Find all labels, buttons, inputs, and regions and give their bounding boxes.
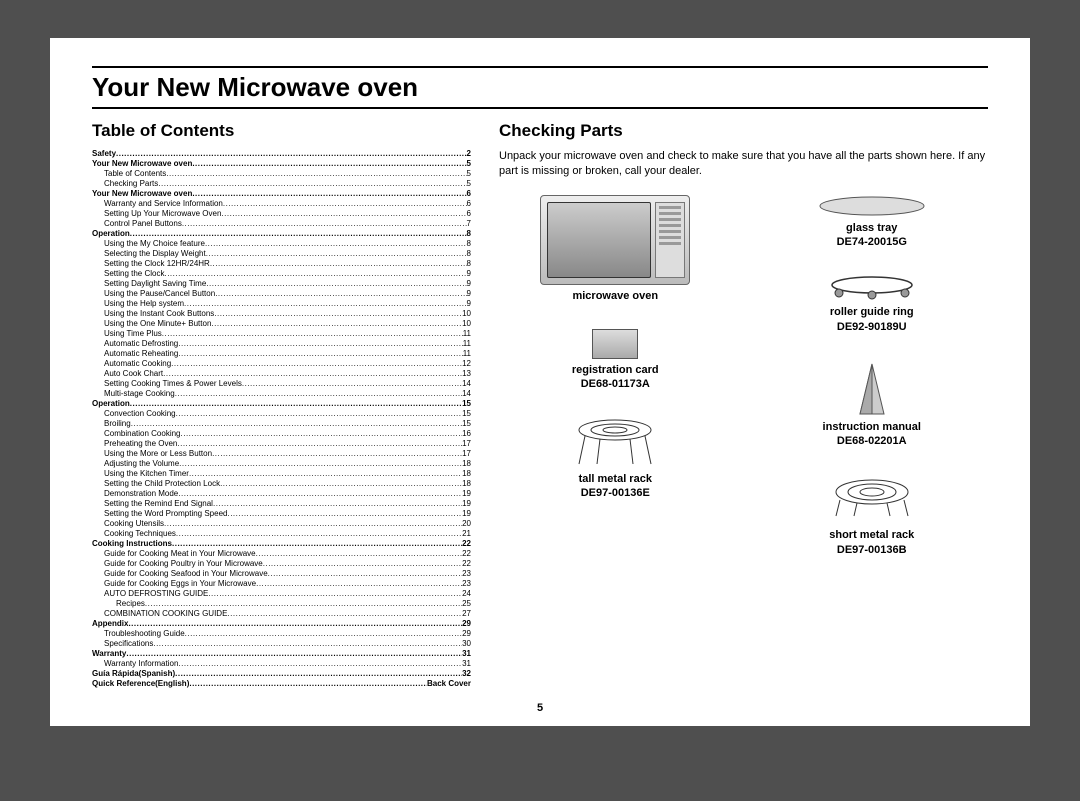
glass-tray-icon — [817, 195, 927, 217]
toc-row: Guide for Cooking Poultry in Your Microw… — [92, 559, 471, 569]
toc-row: Specifications30 — [92, 639, 471, 649]
toc-row: Broiling15 — [92, 419, 471, 429]
checking-parts-intro: Unpack your microwave oven and check to … — [499, 149, 988, 179]
part-microwave: microwave oven — [499, 195, 732, 303]
toc-row: Setting Cooking Times & Power Levels14 — [92, 379, 471, 389]
toc-row: Appendix29 — [92, 619, 471, 629]
parts-grid: microwave oven registration cardDE68-011… — [499, 195, 988, 583]
toc-row: Preheating the Oven17 — [92, 439, 471, 449]
part-glass-tray: glass trayDE74-20015G — [756, 195, 989, 250]
toc-row: Setting the Clock 12HR/24HR8 — [92, 259, 471, 269]
toc-row: Guide for Cooking Meat in Your Microwave… — [92, 549, 471, 559]
toc-row: Your New Microwave oven6 — [92, 189, 471, 199]
registration-card-icon — [592, 329, 638, 359]
toc-row: Using the Instant Cook Buttons10 — [92, 309, 471, 319]
page-title: Your New Microwave oven — [92, 72, 988, 103]
toc-row: Checking Parts5 — [92, 179, 471, 189]
toc-row: Operation8 — [92, 229, 471, 239]
toc-row: Control Panel Buttons7 — [92, 219, 471, 229]
glass-tray-label: glass trayDE74-20015G — [837, 221, 907, 250]
toc-row: Combination Cooking16 — [92, 429, 471, 439]
toc-row: Automatic Reheating11 — [92, 349, 471, 359]
toc-row: AUTO DEFROSTING GUIDE24 — [92, 589, 471, 599]
toc-row: Cooking Instructions22 — [92, 539, 471, 549]
toc-row: Your New Microwave oven5 — [92, 159, 471, 169]
toc-row: Guide for Cooking Eggs in Your Microwave… — [92, 579, 471, 589]
toc-row: Cooking Techniques21 — [92, 529, 471, 539]
toc-row: Adjusting the Volume18 — [92, 459, 471, 469]
toc-row: Automatic Defrosting11 — [92, 339, 471, 349]
toc-row: Using the Pause/Cancel Button9 — [92, 289, 471, 299]
toc-row: Multi-stage Cooking14 — [92, 389, 471, 399]
short-rack-label: short metal rackDE97-00136B — [829, 528, 914, 557]
part-instruction-manual: instruction manualDE68-02201A — [756, 360, 989, 449]
manual-icon — [850, 360, 894, 416]
roller-ring-label: roller guide ringDE92-90189U — [830, 305, 914, 334]
two-column-layout: Table of Contents Safety2Your New Microw… — [92, 121, 988, 689]
manual-page: Your New Microwave oven Table of Content… — [50, 38, 1030, 726]
part-tall-rack: tall metal rackDE97-00136E — [499, 418, 732, 501]
part-roller-ring: roller guide ringDE92-90189U — [756, 275, 989, 334]
toc-row: Setting Up Your Microwave Oven6 — [92, 209, 471, 219]
toc-row: Guide for Cooking Seafood in Your Microw… — [92, 569, 471, 579]
toc-row: Convection Cooking15 — [92, 409, 471, 419]
toc-row: Operation15 — [92, 399, 471, 409]
toc-row: Quick Reference(English)Back Cover — [92, 679, 471, 689]
toc-row: Automatic Cooking12 — [92, 359, 471, 369]
toc-heading: Table of Contents — [92, 121, 471, 141]
parts-right-col: glass trayDE74-20015G roller guide ringD… — [756, 195, 989, 583]
toc-row: Troubleshooting Guide29 — [92, 629, 471, 639]
left-column: Table of Contents Safety2Your New Microw… — [92, 121, 471, 689]
toc-row: Setting Daylight Saving Time9 — [92, 279, 471, 289]
toc-row: Recipes25 — [92, 599, 471, 609]
toc-row: Using the Kitchen Timer18 — [92, 469, 471, 479]
toc-row: Using the One Minute+ Button10 — [92, 319, 471, 329]
toc-row: Safety2 — [92, 149, 471, 159]
page-number: 5 — [50, 702, 1030, 714]
part-registration-card: registration cardDE68-01173A — [499, 329, 732, 392]
roller-ring-icon — [827, 275, 917, 301]
table-of-contents: Safety2Your New Microwave oven5Table of … — [92, 149, 471, 689]
title-underline — [92, 107, 988, 109]
tall-rack-icon — [575, 418, 655, 468]
toc-row: Selecting the Display Weight8 — [92, 249, 471, 259]
toc-row: Setting the Remind End Signal19 — [92, 499, 471, 509]
toc-row: Using the More or Less Button17 — [92, 449, 471, 459]
toc-row: Using Time Plus11 — [92, 329, 471, 339]
toc-row: Cooking Utensils20 — [92, 519, 471, 529]
checking-parts-heading: Checking Parts — [499, 121, 988, 141]
toc-row: Auto Cook Chart13 — [92, 369, 471, 379]
toc-row: Setting the Child Protection Lock18 — [92, 479, 471, 489]
toc-row: Warranty31 — [92, 649, 471, 659]
toc-row: COMBINATION COOKING GUIDE27 — [92, 609, 471, 619]
toc-row: Setting the Clock9 — [92, 269, 471, 279]
top-rule — [92, 66, 988, 68]
toc-row: Guía Rápida(Spanish)32 — [92, 669, 471, 679]
toc-row: Using the Help system9 — [92, 299, 471, 309]
parts-left-col: microwave oven registration cardDE68-011… — [499, 195, 732, 583]
toc-row: Warranty Information31 — [92, 659, 471, 669]
right-column: Checking Parts Unpack your microwave ove… — [499, 121, 988, 689]
regcard-label: registration cardDE68-01173A — [572, 363, 659, 392]
part-short-rack: short metal rackDE97-00136B — [756, 474, 989, 557]
toc-row: Using the My Choice feature8 — [92, 239, 471, 249]
toc-row: Table of Contents5 — [92, 169, 471, 179]
toc-row: Warranty and Service Information6 — [92, 199, 471, 209]
microwave-icon — [540, 195, 690, 285]
tall-rack-label: tall metal rackDE97-00136E — [579, 472, 652, 501]
toc-row: Setting the Word Prompting Speed19 — [92, 509, 471, 519]
toc-row: Demonstration Mode19 — [92, 489, 471, 499]
manual-label: instruction manualDE68-02201A — [823, 420, 921, 449]
microwave-label: microwave oven — [572, 289, 658, 303]
short-rack-icon — [832, 474, 912, 524]
